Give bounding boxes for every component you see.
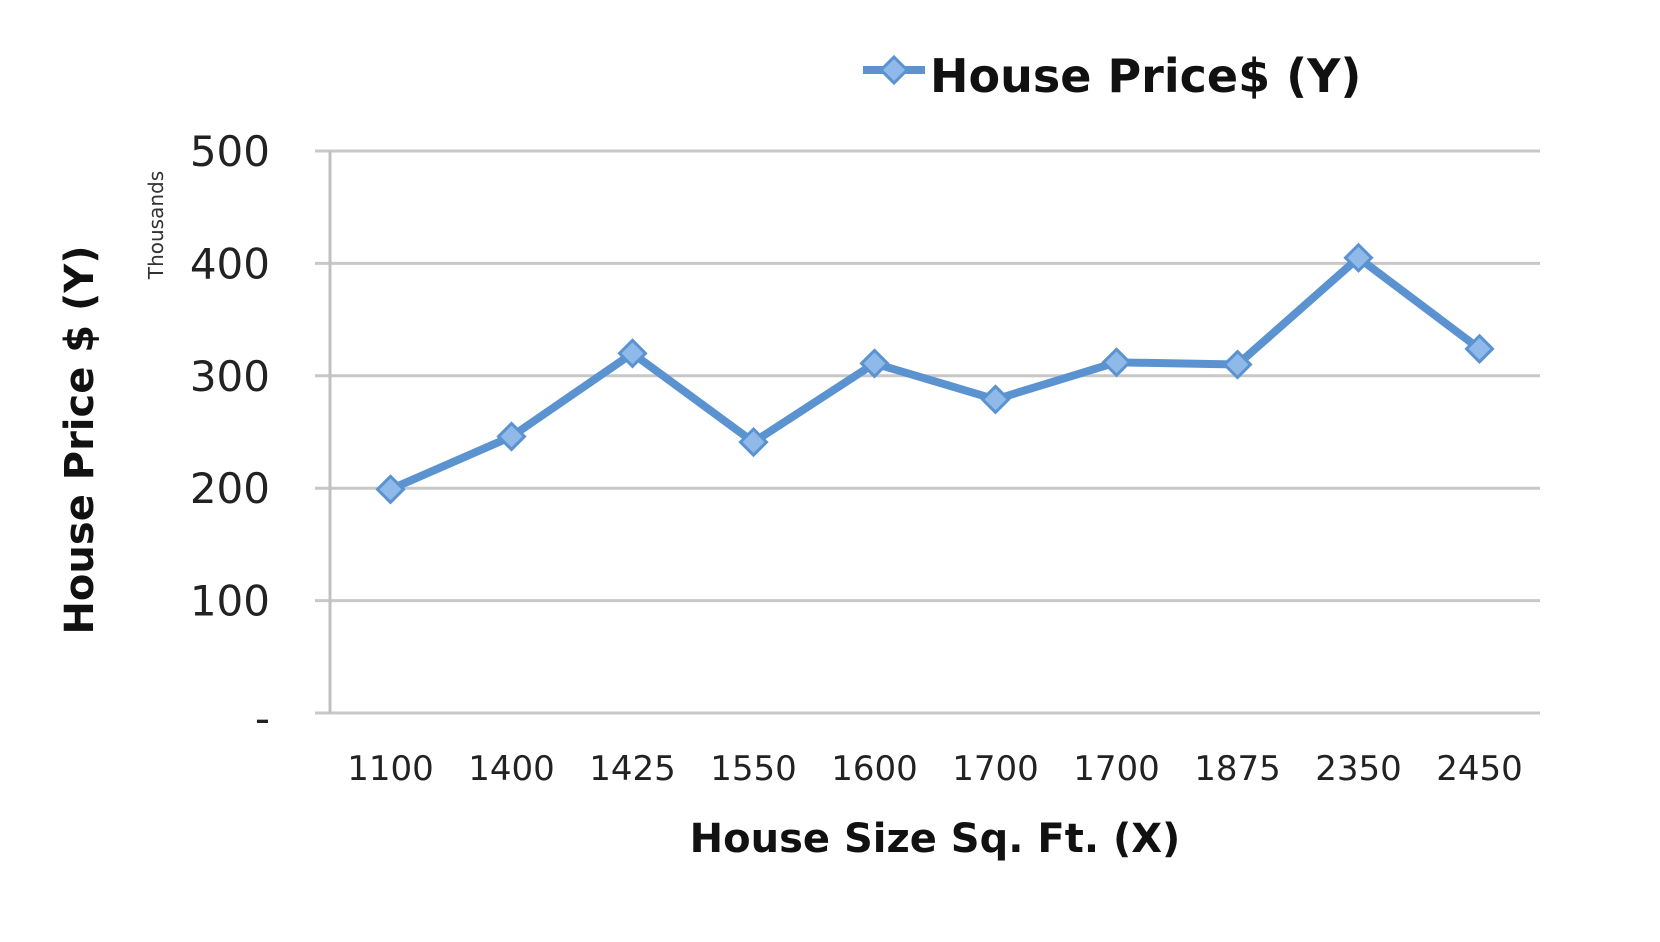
y-tick-label: 400 xyxy=(190,239,270,288)
x-tick-label: 1100 xyxy=(347,749,434,789)
x-tick-label: 1875 xyxy=(1194,749,1281,789)
x-tick-label: 2450 xyxy=(1436,749,1523,789)
data-point-marker xyxy=(980,384,1011,415)
data-point-marker xyxy=(859,348,890,379)
x-tick-label: 1700 xyxy=(952,749,1039,789)
x-tick-label: 2350 xyxy=(1315,749,1402,789)
y-tick-label: 100 xyxy=(190,577,270,626)
data-point-marker xyxy=(375,474,406,505)
data-point-marker xyxy=(738,426,769,458)
x-tick-label: 1600 xyxy=(831,749,918,789)
grid-layer xyxy=(315,149,1540,715)
data-point-marker xyxy=(1101,347,1132,378)
legend-diamond-marker xyxy=(878,54,910,86)
data-point-marker xyxy=(1343,242,1374,273)
data-point-marker xyxy=(1464,333,1495,364)
x-tick-labels: 1100 1400 1425 1550 1600 1700 1700 1875 2350 2450 xyxy=(347,749,1523,789)
y-tick-label: 200 xyxy=(190,464,270,513)
legend: House Price$ (Y) xyxy=(863,49,1361,103)
y-axis-unit-label: Thousands xyxy=(144,171,168,280)
legend-series-label: House Price$ (Y) xyxy=(930,49,1361,103)
series-layer xyxy=(375,242,1495,505)
x-axis-title: House Size Sq. Ft. (X) xyxy=(690,816,1181,862)
x-tick-label: 1400 xyxy=(468,749,555,789)
x-tick-label: 1550 xyxy=(710,749,797,789)
x-tick-label: 1700 xyxy=(1073,749,1160,789)
data-point-marker xyxy=(617,338,648,369)
y-tick-label: 300 xyxy=(190,352,270,401)
x-tick-label: 1425 xyxy=(589,749,676,789)
data-point-marker xyxy=(1222,349,1253,380)
y-tick-label: - xyxy=(255,694,270,743)
y-tick-labels: - 100 200 300 400 500 xyxy=(190,127,270,743)
y-tick-label: 500 xyxy=(190,127,270,176)
data-point-marker xyxy=(496,421,527,452)
series-line xyxy=(386,253,1484,494)
y-axis-title: House Price $ (Y) xyxy=(57,245,103,634)
